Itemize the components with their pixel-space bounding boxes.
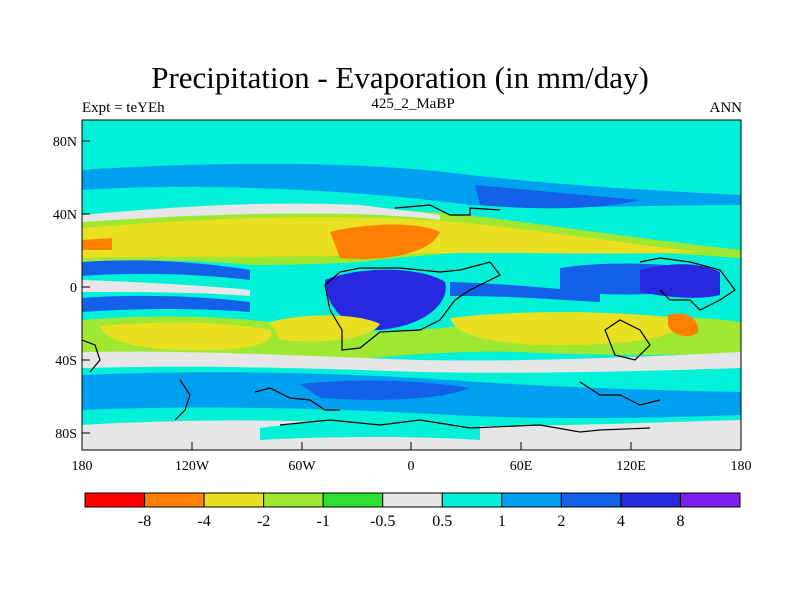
maritime-wet-core	[640, 264, 720, 298]
lon-label-60e: 60E	[510, 459, 533, 474]
sh-dry-pacific	[100, 322, 272, 351]
colorbar-swatch-4	[263, 492, 324, 508]
colorbar-label-4: -1	[317, 513, 330, 530]
colorbar-label-9: 4	[617, 513, 625, 530]
nh-dry-core-west	[82, 238, 112, 250]
lat-label-0: 0	[70, 281, 77, 296]
lon-label-180w: 180	[72, 459, 93, 474]
lon-label-60w: 60W	[288, 459, 316, 474]
sh-dry-core	[668, 313, 699, 337]
lat-label-40s: 40S	[55, 354, 77, 369]
equatorial-neutral-strip	[82, 280, 250, 296]
northern-wet-core	[475, 185, 640, 209]
colorbar-swatch-3	[203, 492, 265, 508]
colorbar-swatch-8	[501, 492, 562, 508]
lon-label-180e: 180	[731, 459, 752, 474]
colorbar-label-2: -4	[197, 513, 210, 530]
tropical-land-wet-core	[325, 269, 446, 330]
coastline-antarctic	[279, 419, 651, 433]
season-label: ANN	[709, 100, 743, 116]
lon-label-120w: 120W	[175, 459, 210, 474]
pacific-itcz-north	[82, 260, 250, 280]
coastline-south-central	[254, 387, 340, 411]
colorbar-label-8: 2	[557, 513, 565, 530]
lat-axis: 80N 40N 0 40S 80S	[53, 135, 90, 442]
colorbar-swatch-2	[144, 492, 205, 508]
lon-label-120e: 120E	[616, 459, 646, 474]
coastline-south-east	[579, 381, 661, 406]
period-label: 425_2_MaBP	[371, 96, 455, 112]
colorbar-swatch-5	[322, 492, 384, 508]
coastline-tropical-land	[324, 261, 501, 351]
colorbar-swatch-10	[620, 492, 681, 508]
colorbar-swatch-1	[84, 492, 146, 508]
coastline-west-edge	[82, 339, 101, 373]
lat-label-40n: 40N	[53, 208, 77, 223]
lon-axis: 180 120W 60W 0 60E 120E 180	[72, 442, 752, 474]
antarctic-coastal-wet	[260, 420, 480, 440]
map-title: Precipitation - Evaporation (in mm/day)	[151, 60, 649, 95]
southern-wet-core	[300, 380, 470, 400]
colorbar-swatch-9	[560, 492, 622, 508]
coastlines	[82, 204, 736, 433]
colorbar-label-3: -2	[257, 513, 270, 530]
coastline-southeast-island	[604, 319, 651, 361]
colorbar-swatch-11	[679, 492, 741, 508]
lat-label-80s: 80S	[55, 427, 77, 442]
sh-neutral-band	[82, 351, 741, 373]
colorbar-label-7: 1	[498, 513, 506, 530]
map-field	[82, 120, 741, 450]
colorbar-label-5: -0.5	[370, 513, 395, 530]
experiment-label: Expt = teYEh	[82, 100, 165, 116]
coastline-east-land	[639, 257, 736, 311]
lon-label-0: 0	[408, 459, 415, 474]
sh-dry-central	[270, 315, 380, 342]
nh-dry-core	[330, 224, 440, 260]
colorbar-label-6: 0.5	[432, 513, 452, 530]
pacific-itcz-south	[82, 295, 250, 312]
sh-dry-indian	[450, 312, 682, 345]
colorbar-swatch-6	[382, 492, 443, 508]
coastline-north	[394, 204, 501, 216]
colorbar: -8 -4 -2 -1 -0.5 0.5 1 2 4 8	[84, 492, 741, 530]
colorbar-label-1: -8	[138, 513, 151, 530]
indian-ocean-wet	[450, 282, 600, 302]
coastline-southwest	[174, 379, 191, 421]
lat-label-80n: 80N	[53, 135, 77, 150]
colorbar-label-10: 8	[676, 513, 684, 530]
colorbar-swatch-7	[441, 492, 503, 508]
nh-neutral-edge	[82, 203, 440, 222]
